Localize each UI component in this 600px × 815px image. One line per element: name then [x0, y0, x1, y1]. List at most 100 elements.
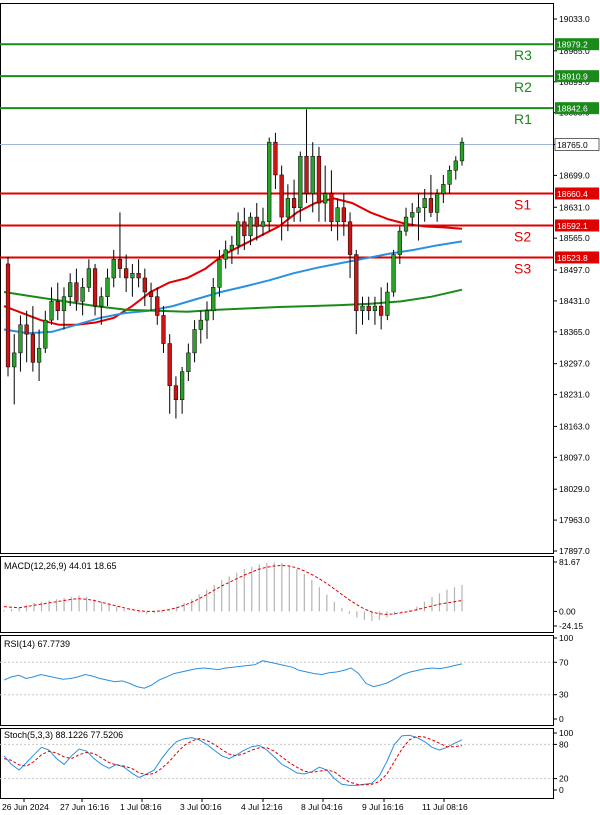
price-y-tick-label: 19033.0: [559, 14, 590, 24]
level-price-badge: [555, 102, 599, 115]
price-y-tick-label: 18231.0: [559, 390, 590, 400]
candle-body: [335, 207, 340, 223]
level-price-label: 18592.1: [557, 221, 588, 231]
price-y-tick-label: 18365.0: [559, 327, 590, 337]
candle-body: [204, 310, 210, 321]
candle-body: [74, 282, 79, 302]
candle-body: [379, 305, 384, 316]
price-y-tick-label: 18097.0: [559, 452, 590, 462]
candle-body: [366, 305, 371, 312]
candle-body: [323, 193, 328, 204]
macd-frame: [0, 556, 554, 633]
candle-body: [285, 198, 290, 218]
candle-body: [173, 385, 179, 400]
level-price-label: 18523.8: [557, 253, 588, 263]
level-name-r1: R1: [514, 111, 532, 127]
candle-body: [453, 160, 458, 171]
candle-body: [416, 207, 421, 213]
candle-body: [360, 305, 365, 312]
candle-body: [223, 249, 228, 260]
candle-body: [36, 347, 42, 363]
level-name-s2: S2: [514, 228, 531, 244]
rsi-panel[interactable]: RSI(14) 67.7739 100 70 30 0: [0, 633, 573, 726]
candle-body: [117, 258, 123, 269]
candle-body: [86, 268, 91, 288]
candle-body: [18, 324, 23, 354]
candle-body: [260, 221, 266, 227]
candle-body: [148, 291, 154, 297]
price-panel[interactable]: 19033.018965.018899.018833.018765.018699…: [0, 3, 600, 557]
price-y-tick-label: 18029.0: [559, 484, 590, 494]
candle-body: [235, 221, 241, 246]
stoch-title: Stoch(5,3,3) 88.1226 77.5206: [4, 730, 123, 740]
macd-y-tick-label: 0.00: [559, 606, 576, 616]
candle-body: [30, 333, 35, 363]
candle-body: [49, 301, 54, 321]
price-y-tick-label: 18497.0: [559, 265, 590, 275]
price-y-tick-label: 18297.0: [559, 359, 590, 369]
candle-body: [422, 198, 427, 208]
macd-y-tick-label: 81.67: [559, 557, 581, 567]
candle-body: [298, 155, 303, 208]
stoch-signal-line: [3, 735, 463, 786]
level-price-label: 18842.6: [557, 104, 588, 114]
price-y-tick-label: 18631.0: [559, 202, 590, 212]
rsi-frame: [0, 635, 554, 726]
stoch-y-tick-label: 0: [559, 785, 564, 795]
candle-body: [304, 155, 309, 194]
candle-body: [55, 301, 60, 312]
candle-body: [372, 305, 378, 312]
price-y-tick-label: 17963.0: [559, 515, 590, 525]
level-price-badge: [555, 219, 599, 232]
stoch-main-line: [3, 734, 463, 786]
candle-body: [124, 268, 129, 279]
candle-body: [192, 329, 197, 354]
current-price-label: 18765.0: [557, 140, 588, 150]
rsi-y-tick-label: 0: [559, 714, 564, 724]
stoch-y-tick-label: 100: [559, 728, 573, 738]
x-tick-label: 9 Jul 16:16: [362, 802, 404, 812]
candle-body: [105, 277, 110, 297]
macd-panel[interactable]: MACD(12,26,9) 44.01 18.65 81.67 0.00 -24.1…: [0, 556, 584, 633]
x-tick-label: 4 Jul 12:16: [241, 802, 283, 812]
candle-body: [99, 296, 104, 307]
candle-body: [385, 291, 390, 316]
level-name-s1: S1: [514, 196, 531, 212]
candle-body: [142, 277, 147, 293]
rsi-title: RSI(14) 67.7739: [4, 639, 70, 649]
price-frame: [0, 3, 554, 554]
x-tick-label: 8 Jul 04:16: [301, 802, 343, 812]
candle-body: [80, 287, 85, 302]
candle-body: [354, 254, 359, 312]
candle-body: [198, 319, 203, 330]
stoch-y-tick-label: 80: [559, 739, 569, 749]
candle-body: [329, 193, 334, 223]
candle-body: [111, 258, 116, 279]
time-axis: 26 Jun 2024 27 Jun 16:16 1 Jul 08:16 3 Jul …: [2, 798, 468, 812]
candle-body: [254, 216, 259, 227]
stoch-y-tick-label: 20: [559, 774, 569, 784]
candle-body: [130, 273, 135, 279]
level-price-label: 18979.2: [557, 40, 588, 50]
candle-body: [12, 352, 17, 368]
x-tick-label: 3 Jul 00:16: [180, 802, 222, 812]
candle-body: [410, 212, 415, 218]
price-y-tick-label: 18163.0: [559, 421, 590, 431]
x-tick-label: 1 Jul 08:16: [120, 802, 162, 812]
ma-mid-line: [3, 240, 463, 335]
candle-body: [61, 296, 67, 312]
price-y-tick-label: 17897.0: [559, 546, 590, 556]
candle-body: [428, 198, 434, 213]
macd-y-tick-label: -24.15: [559, 621, 583, 631]
price-y-tick-label: 18431.0: [559, 296, 590, 306]
level-name-s3: S3: [514, 260, 531, 276]
macd-signal-line: [3, 564, 463, 615]
macd-title: MACD(12,26,9) 44.01 18.65: [4, 561, 117, 571]
rsi-y-tick-label: 70: [559, 657, 569, 667]
candle-body: [136, 273, 141, 279]
candle-body: [391, 254, 396, 293]
rsi-line: [3, 660, 463, 689]
